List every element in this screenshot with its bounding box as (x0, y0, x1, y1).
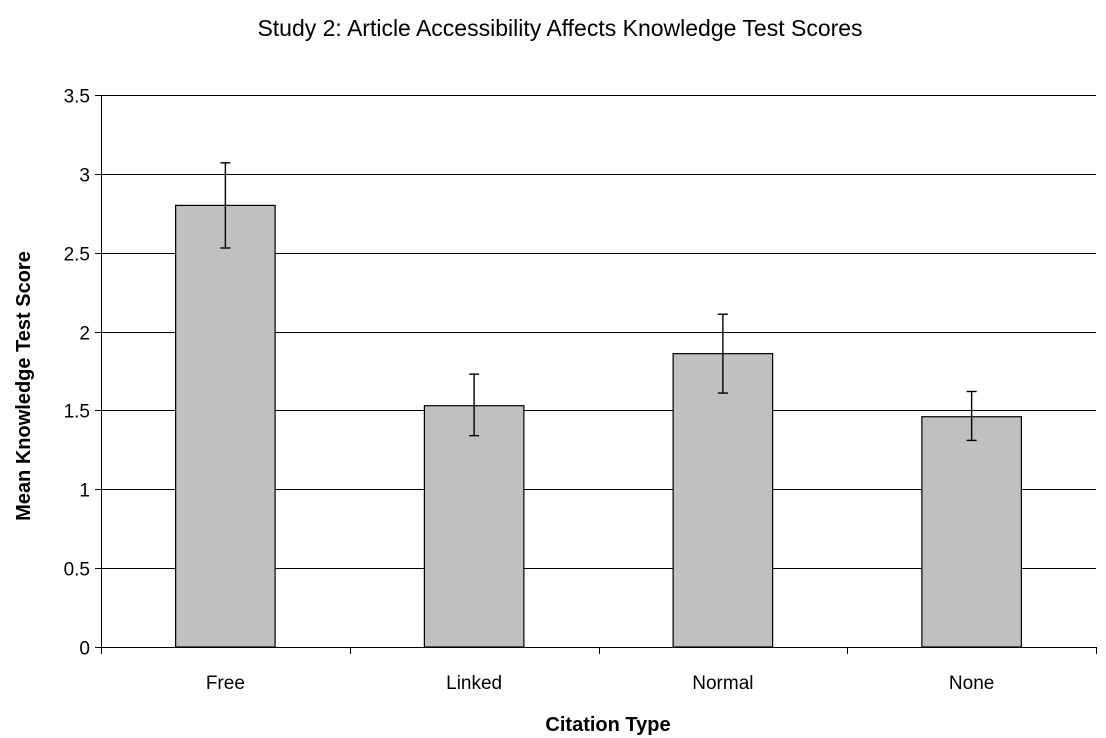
axes (95, 95, 1097, 654)
x-tick-label: Free (206, 673, 245, 694)
y-tick-label: 2.5 (64, 245, 90, 266)
tick-labels: 0 0.5 1 1.5 2 2.5 3 3.5 Free Linked Normal None (64, 87, 995, 695)
x-tick-label: Linked (446, 673, 502, 694)
y-tick-label: 1.5 (64, 402, 90, 423)
y-tick-label: 3.5 (64, 87, 90, 108)
y-axis-title: Mean Knowledge Test Score (13, 251, 35, 521)
y-tick-label: 1 (79, 481, 90, 502)
bar-normal (672, 353, 774, 648)
x-tick-label: None (949, 673, 994, 694)
y-tick-label: 0.5 (64, 560, 90, 581)
bars (175, 162, 1022, 648)
bar-linked (423, 405, 525, 648)
x-axis-title: Citation Type (545, 714, 670, 736)
chart-title: Study 2: Article Accessibility Affects K… (257, 15, 862, 41)
y-tick-label: 0 (79, 639, 90, 660)
bar-free (175, 204, 276, 648)
x-tick-label: Normal (692, 673, 753, 694)
y-tick-label: 3 (79, 166, 90, 187)
bar-none (921, 416, 1022, 648)
y-tick-label: 2 (79, 324, 90, 345)
